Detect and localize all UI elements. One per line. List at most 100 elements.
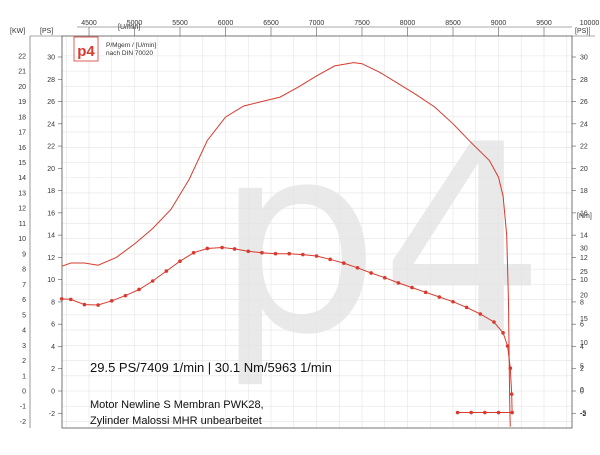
nm-tick-label: 5 xyxy=(580,363,584,370)
ps-axis-unit-right: [PS] xyxy=(575,28,588,35)
ps-tick-label: 18 xyxy=(47,188,55,195)
torque-point xyxy=(382,275,387,280)
torque-point xyxy=(314,254,319,258)
kw-tick-label: 0 xyxy=(22,389,26,396)
ps-tick-label: -2 xyxy=(49,411,55,418)
kw-tick-label: 7 xyxy=(22,282,26,289)
torque-point xyxy=(509,392,514,396)
ps-right-tick-label: 16 xyxy=(580,210,588,217)
ps-right-tick-label: 30 xyxy=(580,55,588,62)
kw-tick-label: 22 xyxy=(18,53,26,60)
kw-tick-label: -2 xyxy=(20,419,26,426)
logo-box xyxy=(73,36,99,62)
torque-point xyxy=(508,366,513,371)
torque-point xyxy=(220,245,224,250)
kw-tick-label: 16 xyxy=(18,145,26,152)
torque-point xyxy=(355,266,360,270)
ps-tick-label: 22 xyxy=(47,144,55,151)
peak-annotation: 29.5 PS/7409 1/min | 30.1 Nm/5963 1/min xyxy=(90,360,332,375)
kw-tick-label: 13 xyxy=(18,190,26,197)
ps-tick-label: 6 xyxy=(51,322,55,329)
ps-right-tick-label: 26 xyxy=(580,99,588,106)
torque-point xyxy=(369,271,373,275)
torque-point xyxy=(410,285,414,290)
rpm-tick-label: 6000 xyxy=(218,20,234,27)
torque-point xyxy=(82,302,87,307)
kw-tick-label: 17 xyxy=(18,130,26,137)
rpm-tick-label: 9500 xyxy=(536,20,552,27)
torque-point xyxy=(501,331,505,335)
ps-axis-unit-left: [PS] xyxy=(40,28,53,35)
ps-right-tick-label: 20 xyxy=(580,166,588,173)
ps-tick-label: 20 xyxy=(47,166,55,173)
nm-axis-unit: [Nm] xyxy=(577,213,592,220)
nm-tick-label: -5 xyxy=(580,411,586,418)
rpm-tick-label: 6500 xyxy=(263,20,279,27)
torque-point xyxy=(505,344,510,348)
torque-point xyxy=(287,251,292,256)
ps-tick-label: 14 xyxy=(47,233,55,240)
kw-tick-label: 18 xyxy=(18,114,26,121)
rpm-tick-label: 10000 xyxy=(580,20,600,27)
ps-tick-label: 8 xyxy=(51,299,55,306)
torque-point xyxy=(423,290,428,295)
nm-tick-label: 20 xyxy=(580,293,588,300)
ps-tick-label: 16 xyxy=(47,210,55,217)
ps-right-tick-label: 2 xyxy=(580,366,584,373)
torque-point xyxy=(273,251,278,256)
ps-right-tick-label: 28 xyxy=(580,77,588,84)
torque-point xyxy=(205,246,210,251)
kw-tick-label: 2 xyxy=(22,358,26,365)
ps-right-tick-label: 22 xyxy=(580,144,588,151)
torque-point xyxy=(109,299,114,303)
ps-right-tick-label: 24 xyxy=(580,121,588,128)
ps-tick-label: 26 xyxy=(47,99,55,106)
rpm-tick-label: 8000 xyxy=(400,20,416,27)
kw-tick-label: -1 xyxy=(20,404,26,411)
engine-description-line-2: Zylinder Malossi MHR unbearbeitet xyxy=(90,415,262,427)
kw-tick-label: 3 xyxy=(22,343,26,350)
torque-point xyxy=(150,279,155,283)
ps-right-tick-label: 18 xyxy=(580,188,588,195)
nm-tick-label: 0 xyxy=(580,387,584,394)
torque-point xyxy=(246,249,251,254)
kw-tick-label: 15 xyxy=(18,160,26,167)
kw-tick-label: 8 xyxy=(22,267,26,274)
ps-right-tick-label: 8 xyxy=(580,299,584,306)
ps-tick-label: 12 xyxy=(47,255,55,262)
torque-point xyxy=(59,297,64,301)
ps-right-tick-label: 6 xyxy=(580,322,584,329)
torque-point xyxy=(137,287,141,292)
legend-line-2: nach DIN 70020 xyxy=(106,50,153,57)
torque-point xyxy=(96,303,100,307)
torque-point xyxy=(455,410,460,415)
torque-point xyxy=(191,250,196,255)
ps-tick-label: 0 xyxy=(51,389,55,396)
torque-point xyxy=(483,410,487,415)
torque-point xyxy=(328,257,332,262)
power-curve xyxy=(61,62,511,427)
kw-axis-unit: [KW] xyxy=(10,28,25,35)
torque-point xyxy=(232,247,237,251)
torque-point xyxy=(478,312,483,316)
kw-tick-label: 4 xyxy=(22,328,26,335)
torque-point xyxy=(123,293,128,298)
rpm-tick-label: 9000 xyxy=(491,20,507,27)
ps-right-tick-label: 0 xyxy=(580,389,584,396)
ps-right-tick-label: -2 xyxy=(580,411,586,418)
ps-right-tick-label: 14 xyxy=(580,233,588,240)
torque-point xyxy=(342,261,346,265)
kw-tick-label: 1 xyxy=(22,373,26,380)
torque-point xyxy=(510,410,514,415)
kw-tick-label: 5 xyxy=(22,312,26,319)
torque-point xyxy=(396,281,401,285)
rpm-axis-unit: [U/min] xyxy=(118,24,140,31)
kw-tick-label: 20 xyxy=(18,84,26,91)
kw-tick-label: 14 xyxy=(18,175,26,182)
logo-text: p4 xyxy=(77,43,95,60)
legend-line-1: P/Mgem / [U/min] xyxy=(106,42,156,49)
rpm-tick-label: 7000 xyxy=(309,20,325,27)
torque-point xyxy=(437,295,442,299)
torque-point xyxy=(178,259,182,264)
rpm-tick-label: 4500 xyxy=(81,20,97,27)
